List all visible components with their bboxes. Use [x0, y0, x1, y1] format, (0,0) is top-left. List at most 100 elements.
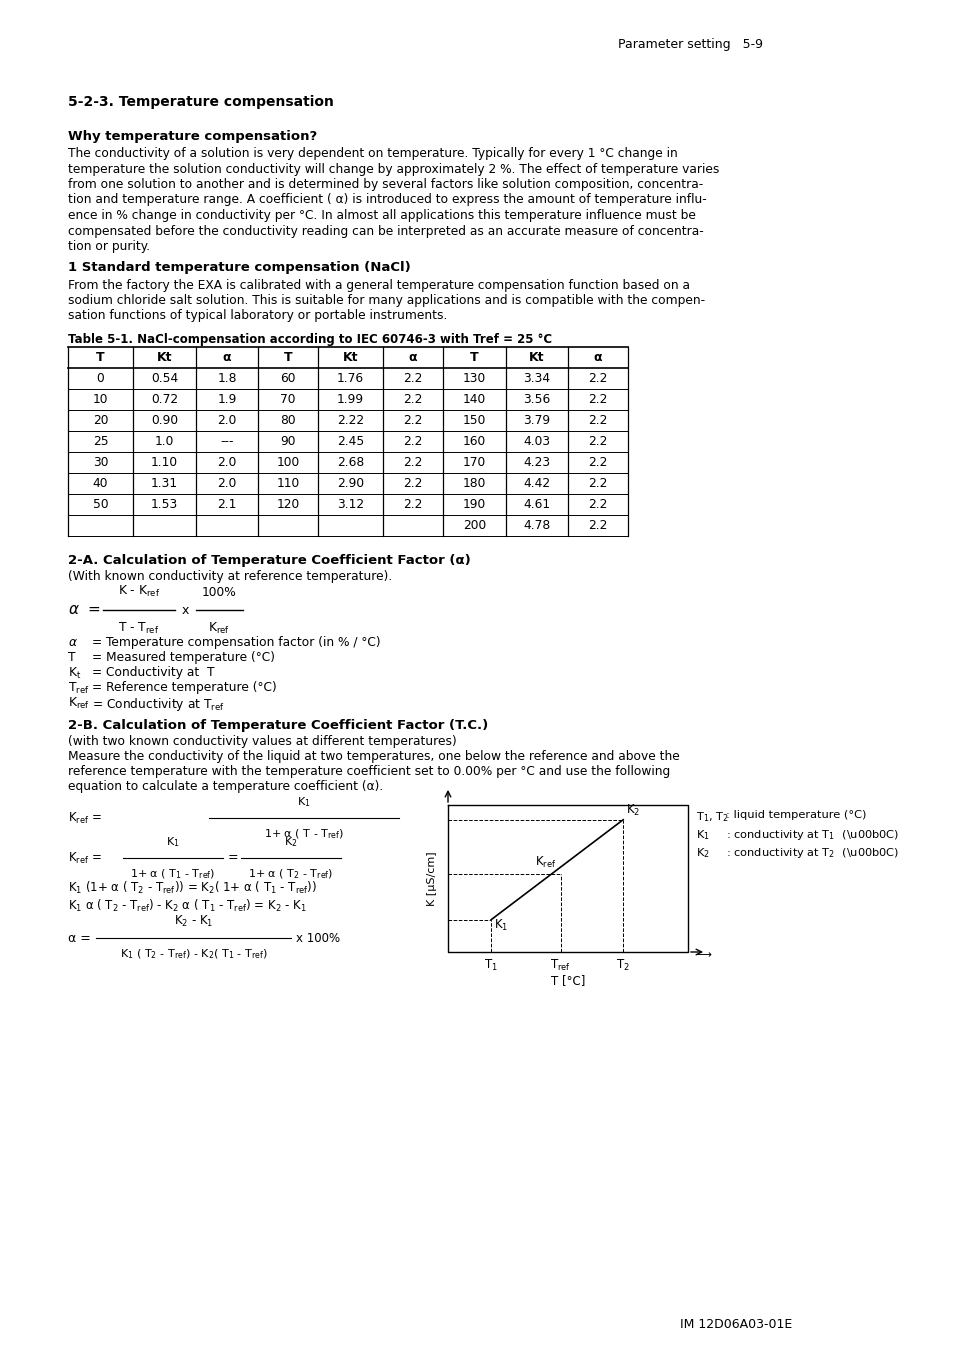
Text: K$_\mathregular{ref}$: K$_\mathregular{ref}$ [535, 855, 557, 871]
Text: 2.90: 2.90 [336, 477, 364, 490]
Text: sodium chloride salt solution. This is suitable for many applications and is com: sodium chloride salt solution. This is s… [68, 294, 704, 306]
Text: T$_\mathregular{ref}$: T$_\mathregular{ref}$ [68, 680, 90, 697]
Text: (with two known conductivity values at different temperatures): (with two known conductivity values at d… [68, 734, 456, 748]
Text: 3.79: 3.79 [523, 414, 550, 427]
Text: from one solution to another and is determined by several factors like solution : from one solution to another and is dete… [68, 178, 702, 190]
Text: 80: 80 [280, 414, 295, 427]
Text: 160: 160 [462, 435, 486, 448]
Text: Kt: Kt [156, 351, 172, 364]
Text: tion and temperature range. A coefficient ( α) is introduced to express the amou: tion and temperature range. A coefficien… [68, 193, 706, 207]
Text: 180: 180 [462, 477, 486, 490]
Text: 4.42: 4.42 [523, 477, 550, 490]
Text: α: α [593, 351, 601, 364]
Text: : conductivity at T$_\mathregular{1}$  (\u00b0C): : conductivity at T$_\mathregular{1}$ (\… [725, 828, 899, 842]
Text: Measure the conductivity of the liquid at two temperatures, one below the refere: Measure the conductivity of the liquid a… [68, 751, 679, 763]
Text: compensated before the conductivity reading can be interpreted as an accurate me: compensated before the conductivity read… [68, 224, 703, 238]
Text: 30: 30 [92, 456, 108, 468]
Text: 200: 200 [462, 518, 486, 532]
Text: The conductivity of a solution is very dependent on temperature. Typically for e: The conductivity of a solution is very d… [68, 147, 677, 161]
Text: 1.76: 1.76 [336, 373, 364, 385]
Text: K$_\mathregular{2}$: K$_\mathregular{2}$ [284, 836, 297, 849]
Text: T: T [283, 351, 292, 364]
Text: 120: 120 [276, 498, 299, 512]
Text: T: T [96, 351, 105, 364]
Text: 90: 90 [280, 435, 295, 448]
Text: Kt: Kt [529, 351, 544, 364]
Text: K$_\mathregular{ref}$: K$_\mathregular{ref}$ [68, 697, 90, 711]
Text: 140: 140 [462, 393, 486, 406]
Text: 4.78: 4.78 [523, 518, 550, 532]
Text: tion or purity.: tion or purity. [68, 240, 150, 252]
Text: K$_\mathregular{1}$ (1+ α ( T$_\mathregular{2}$ - T$_\mathregular{ref}$)) = K$_\: K$_\mathregular{1}$ (1+ α ( T$_\mathregu… [68, 880, 316, 896]
Text: 2.0: 2.0 [217, 477, 236, 490]
Text: K - K$_\mathregular{ref}$: K - K$_\mathregular{ref}$ [118, 585, 160, 599]
Text: T: T [470, 351, 478, 364]
Text: 2.2: 2.2 [403, 456, 422, 468]
Text: K$_\mathregular{ref}$: K$_\mathregular{ref}$ [209, 621, 231, 636]
Text: Why temperature compensation?: Why temperature compensation? [68, 130, 317, 143]
Text: (With known conductivity at reference temperature).: (With known conductivity at reference te… [68, 570, 392, 583]
Text: 0.72: 0.72 [151, 393, 178, 406]
Text: : conductivity at T$_\mathregular{2}$  (\u00b0C): : conductivity at T$_\mathregular{2}$ (\… [725, 846, 899, 860]
Text: 2-A. Calculation of Temperature Coefficient Factor (α): 2-A. Calculation of Temperature Coeffici… [68, 554, 470, 567]
Text: K$_\mathregular{1}$: K$_\mathregular{1}$ [696, 828, 709, 842]
Text: 110: 110 [276, 477, 299, 490]
Text: 0: 0 [96, 373, 104, 385]
Text: 2.2: 2.2 [588, 373, 607, 385]
Text: 100: 100 [276, 456, 299, 468]
Text: 0.54: 0.54 [151, 373, 178, 385]
Text: 10: 10 [92, 393, 108, 406]
Text: 1+ α ( T - T$_\mathregular{ref}$): 1+ α ( T - T$_\mathregular{ref}$) [264, 828, 344, 841]
Text: T$_\mathregular{2}$: T$_\mathregular{2}$ [616, 958, 629, 973]
Text: 1+ α ( T$_\mathregular{1}$ - T$_\mathregular{ref}$): 1+ α ( T$_\mathregular{1}$ - T$_\mathreg… [131, 867, 215, 880]
Text: Kt: Kt [342, 351, 358, 364]
Text: 1.53: 1.53 [151, 498, 178, 512]
Text: 2.2: 2.2 [588, 498, 607, 512]
Text: 2.2: 2.2 [403, 373, 422, 385]
Text: IM 12D06A03-01E: IM 12D06A03-01E [679, 1318, 791, 1331]
Text: $\alpha$  =: $\alpha$ = [68, 602, 101, 617]
Text: K$_\mathregular{2}$ - K$_\mathregular{1}$: K$_\mathregular{2}$ - K$_\mathregular{1}… [173, 914, 213, 929]
Text: 1.99: 1.99 [336, 393, 364, 406]
Text: x 100%: x 100% [295, 931, 340, 945]
Text: 40: 40 [92, 477, 108, 490]
Text: T$_\mathregular{ref}$: T$_\mathregular{ref}$ [550, 958, 571, 973]
Text: 3.34: 3.34 [523, 373, 550, 385]
Text: 150: 150 [462, 414, 486, 427]
Text: 1 Standard temperature compensation (NaCl): 1 Standard temperature compensation (NaC… [68, 262, 411, 274]
Text: K$_\mathregular{2}$: K$_\mathregular{2}$ [625, 803, 639, 818]
Text: ---: --- [220, 435, 233, 448]
Text: 2.2: 2.2 [403, 498, 422, 512]
Text: 2.2: 2.2 [588, 435, 607, 448]
Text: 70: 70 [280, 393, 295, 406]
Text: 60: 60 [280, 373, 295, 385]
Text: 100%: 100% [202, 586, 236, 599]
Text: K$_\mathregular{t}$: K$_\mathregular{t}$ [68, 666, 81, 682]
Text: reference temperature with the temperature coefficient set to 0.00% per °C and u: reference temperature with the temperatu… [68, 765, 670, 778]
Text: 2.0: 2.0 [217, 414, 236, 427]
Text: = Reference temperature (°C): = Reference temperature (°C) [91, 680, 276, 694]
Text: =: = [228, 852, 238, 864]
Text: = Conductivity at T$_\mathregular{ref}$: = Conductivity at T$_\mathregular{ref}$ [91, 697, 225, 713]
Text: K$_\mathregular{1}$ ( T$_\mathregular{2}$ - T$_\mathregular{ref}$) - K$_\mathreg: K$_\mathregular{1}$ ( T$_\mathregular{2}… [119, 946, 267, 961]
Text: From the factory the EXA is calibrated with a general temperature compensation f: From the factory the EXA is calibrated w… [68, 278, 689, 292]
Text: Parameter setting   5-9: Parameter setting 5-9 [618, 38, 762, 51]
Text: K$_\mathregular{ref}$ =: K$_\mathregular{ref}$ = [68, 810, 103, 826]
Text: 2.0: 2.0 [217, 456, 236, 468]
Text: 2.2: 2.2 [588, 477, 607, 490]
Text: α =: α = [68, 931, 94, 945]
Text: Table 5-1. NaCl-compensation according to IEC 60746-3 with Tref = 25 °C: Table 5-1. NaCl-compensation according t… [68, 333, 552, 346]
Text: K [μS/cm]: K [μS/cm] [427, 852, 436, 906]
Text: 3.12: 3.12 [336, 498, 364, 512]
Text: $\longrightarrow$: $\longrightarrow$ [692, 949, 712, 958]
Text: 4.61: 4.61 [523, 498, 550, 512]
Text: 190: 190 [462, 498, 486, 512]
Text: 1.10: 1.10 [151, 456, 178, 468]
Text: 2.68: 2.68 [336, 456, 364, 468]
Text: = Conductivity at  T: = Conductivity at T [91, 666, 214, 679]
Text: 1+ α ( T$_\mathregular{2}$ - T$_\mathregular{ref}$): 1+ α ( T$_\mathregular{2}$ - T$_\mathreg… [248, 867, 334, 880]
Text: 20: 20 [92, 414, 108, 427]
Text: 5-2-3. Temperature compensation: 5-2-3. Temperature compensation [68, 95, 334, 109]
Text: K$_\mathregular{1}$: K$_\mathregular{1}$ [494, 918, 508, 933]
Text: 2.1: 2.1 [217, 498, 236, 512]
